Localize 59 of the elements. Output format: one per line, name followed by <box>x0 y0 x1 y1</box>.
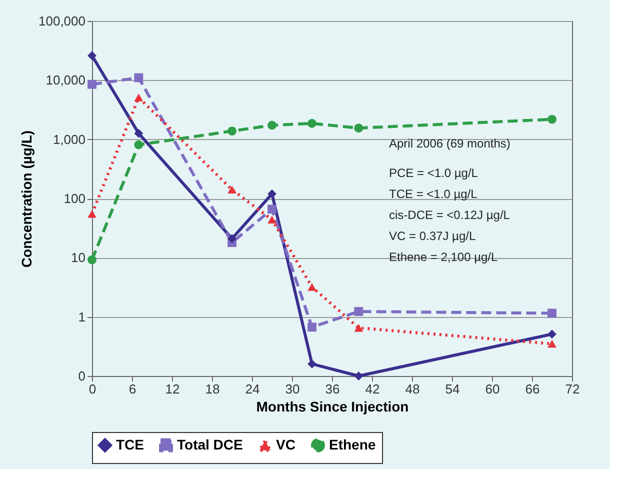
x-tick-label: 18 <box>205 382 220 396</box>
x-tick-label: 6 <box>128 382 136 396</box>
x-tick-label: 12 <box>165 382 180 396</box>
y-tick-label: 100 <box>64 191 86 206</box>
point <box>308 359 316 368</box>
x-tick-label: 48 <box>405 382 420 396</box>
annotation: Ethene = 2,100 µg/L <box>389 250 498 264</box>
point <box>268 204 276 214</box>
legend-label: Total DCE <box>177 436 243 452</box>
y-tick-label: 10 <box>71 250 86 266</box>
point <box>134 128 144 138</box>
point <box>548 308 556 318</box>
y-axis-title: Concentration (µg/L) <box>18 130 35 268</box>
point <box>268 189 276 198</box>
annotation: April 2006 (69 months) <box>389 136 510 151</box>
legend-label: Ethene <box>329 436 376 452</box>
point <box>134 140 144 150</box>
x-tick-label: 66 <box>525 382 540 396</box>
point <box>354 124 364 133</box>
point <box>88 51 96 60</box>
point <box>354 307 364 316</box>
point <box>228 126 236 136</box>
point <box>228 186 236 194</box>
y-tick-label: 0 <box>78 368 86 384</box>
point <box>548 340 556 348</box>
x-tick-label: 60 <box>485 382 500 396</box>
point <box>308 283 316 291</box>
point <box>88 210 96 218</box>
point <box>308 322 316 332</box>
point <box>134 73 144 82</box>
x-tick-label: 30 <box>285 382 300 396</box>
point <box>268 120 276 130</box>
point <box>228 234 236 244</box>
y-tick-label: 1 <box>78 309 86 324</box>
point <box>88 255 96 264</box>
point <box>268 216 276 224</box>
point <box>548 330 556 339</box>
annotation: cis-DCE = <0.12J µg/L <box>389 208 510 222</box>
point <box>354 324 364 332</box>
x-tick-label: 0 <box>88 382 96 396</box>
point <box>548 114 556 124</box>
legend-label: TCE <box>116 436 144 452</box>
x-tick-label: 72 <box>565 382 580 396</box>
point <box>354 372 364 380</box>
y-tick-label: 100,000 <box>38 14 86 28</box>
point <box>88 80 96 89</box>
annotation: PCE = <1.0 µg/L <box>389 166 478 180</box>
x-tick-label: 42 <box>365 382 380 396</box>
y-tick-label: 10,000 <box>46 72 86 88</box>
point <box>308 118 316 128</box>
x-tick-label: 36 <box>325 382 340 396</box>
y-tick-label: 1,000 <box>52 132 86 147</box>
x-axis-title: Months Since Injection <box>256 398 409 414</box>
legend-label: VC <box>276 436 296 453</box>
point <box>134 94 144 102</box>
x-tick-label: 24 <box>245 382 260 396</box>
annotation: VC = 0.37J µg/L <box>389 229 476 244</box>
x-tick-label: 54 <box>445 382 460 396</box>
annotation: TCE = <1.0 µg/L <box>389 187 478 202</box>
